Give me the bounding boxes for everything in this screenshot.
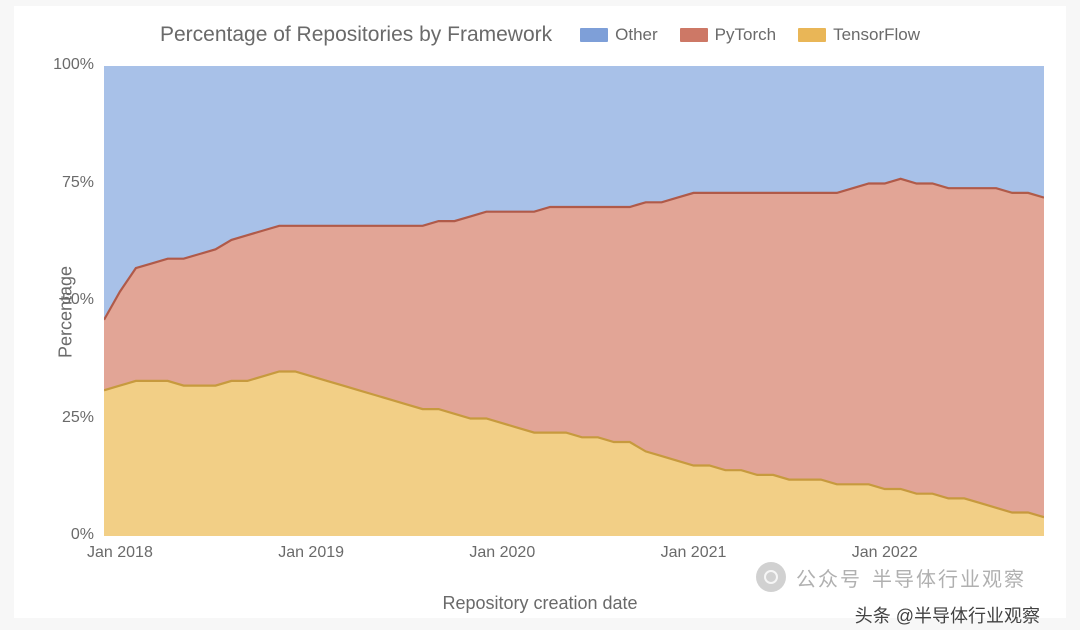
y-tick-label: 100% (38, 56, 94, 74)
chart-container: Percentage of Repositories by Framework … (14, 6, 1066, 618)
y-axis-label: Percentage (56, 266, 77, 358)
x-tick-label: Jan 2020 (462, 544, 542, 562)
y-tick-label: 0% (38, 526, 94, 544)
y-tick-label: 75% (38, 174, 94, 192)
watermark-brand: 半导体行业观察 (872, 563, 1026, 592)
y-tick-label: 25% (38, 409, 94, 427)
plot-area (104, 66, 1044, 536)
legend-swatch (580, 28, 608, 42)
legend-swatch (680, 28, 708, 42)
x-tick-label: Jan 2019 (271, 544, 351, 562)
x-axis-label: Repository creation date (442, 593, 637, 614)
x-tick-label: Jan 2021 (653, 544, 733, 562)
footer-credit: 头条 @半导体行业观察 (855, 602, 1040, 628)
wechat-icon (756, 562, 786, 592)
watermark-label: 公众号 (796, 563, 862, 592)
legend-swatch (798, 28, 826, 42)
legend-label: TensorFlow (833, 25, 920, 45)
area-chart-svg (104, 66, 1044, 536)
legend-label: PyTorch (715, 25, 776, 45)
watermark: 公众号 半导体行业观察 (756, 562, 1026, 592)
chart-title: Percentage of Repositories by Framework (160, 23, 552, 47)
chart-legend: Other PyTorch TensorFlow (580, 25, 920, 45)
legend-item: PyTorch (680, 25, 776, 45)
x-tick-label: Jan 2018 (80, 544, 160, 562)
legend-item: TensorFlow (798, 25, 920, 45)
legend-label: Other (615, 25, 658, 45)
x-tick-label: Jan 2022 (845, 544, 925, 562)
y-tick-label: 50% (38, 291, 94, 309)
chart-header: Percentage of Repositories by Framework … (14, 20, 1066, 50)
legend-item: Other (580, 25, 658, 45)
